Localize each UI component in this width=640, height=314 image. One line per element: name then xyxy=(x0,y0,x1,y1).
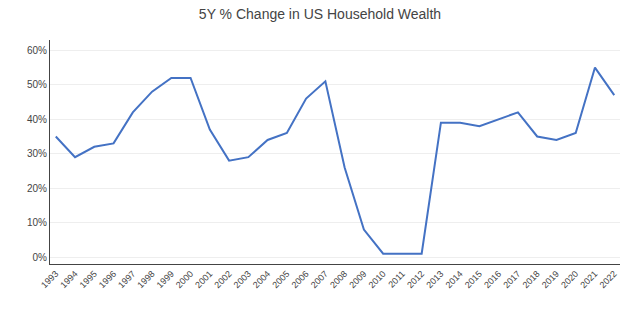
svg-text:30%: 30% xyxy=(27,148,47,159)
svg-text:2000: 2000 xyxy=(174,269,195,290)
svg-text:50%: 50% xyxy=(27,79,47,90)
svg-text:2018: 2018 xyxy=(521,269,542,290)
svg-text:2014: 2014 xyxy=(444,269,465,290)
svg-text:2016: 2016 xyxy=(482,269,503,290)
svg-text:2015: 2015 xyxy=(463,269,484,290)
svg-text:1993: 1993 xyxy=(39,269,60,290)
svg-text:1994: 1994 xyxy=(58,269,79,290)
svg-text:60%: 60% xyxy=(27,45,47,56)
svg-text:2004: 2004 xyxy=(251,269,272,290)
svg-text:2021: 2021 xyxy=(578,269,599,290)
svg-text:2019: 2019 xyxy=(540,269,561,290)
svg-text:2010: 2010 xyxy=(367,269,388,290)
svg-text:1997: 1997 xyxy=(116,269,137,290)
svg-text:2008: 2008 xyxy=(328,269,349,290)
svg-text:1999: 1999 xyxy=(155,269,176,290)
svg-text:2022: 2022 xyxy=(598,269,619,290)
svg-text:40%: 40% xyxy=(27,114,47,125)
svg-text:2001: 2001 xyxy=(193,269,214,290)
svg-text:2007: 2007 xyxy=(309,269,330,290)
svg-text:2017: 2017 xyxy=(501,269,522,290)
svg-text:2002: 2002 xyxy=(212,269,233,290)
svg-text:2020: 2020 xyxy=(559,269,580,290)
svg-text:2011: 2011 xyxy=(386,269,407,290)
svg-text:2006: 2006 xyxy=(289,269,310,290)
svg-text:0%: 0% xyxy=(33,252,48,263)
svg-text:2005: 2005 xyxy=(270,269,291,290)
svg-text:10%: 10% xyxy=(27,217,47,228)
svg-text:1995: 1995 xyxy=(78,269,99,290)
svg-text:2013: 2013 xyxy=(424,269,445,290)
svg-text:1996: 1996 xyxy=(97,269,118,290)
svg-text:20%: 20% xyxy=(27,183,47,194)
svg-text:2012: 2012 xyxy=(405,269,426,290)
svg-text:1998: 1998 xyxy=(135,269,156,290)
svg-text:5Y % Change in US Household We: 5Y % Change in US Household Wealth xyxy=(199,6,441,22)
svg-text:2009: 2009 xyxy=(347,269,368,290)
svg-text:2003: 2003 xyxy=(232,269,253,290)
